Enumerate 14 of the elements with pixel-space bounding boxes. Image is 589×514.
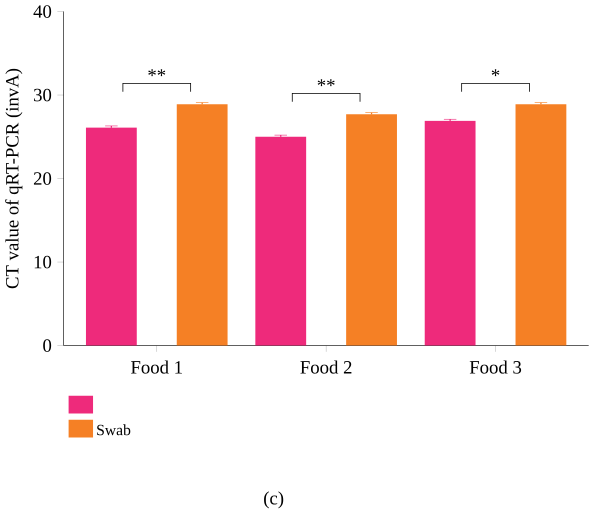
annotation: ** — [148, 69, 166, 76]
x-tick-label: Food 2 — [300, 360, 352, 374]
x-tick-label: Food 1 — [131, 360, 182, 374]
y-axis-title: CT value of qRT-PCR (invA) — [5, 69, 22, 288]
y-tick-label: 0 — [43, 339, 52, 352]
y-tick-label: 40 — [33, 5, 52, 18]
annotation: ** — [318, 79, 335, 86]
text: (c) — [264, 492, 284, 509]
annotation: * — [492, 69, 500, 76]
x-tick-label: Food 3 — [470, 360, 522, 374]
y-tick-label: 30 — [34, 88, 52, 102]
y-tick-label: 20 — [34, 172, 52, 186]
y-tick-label: 10 — [34, 256, 52, 269]
legend-label: Swab — [97, 424, 130, 436]
